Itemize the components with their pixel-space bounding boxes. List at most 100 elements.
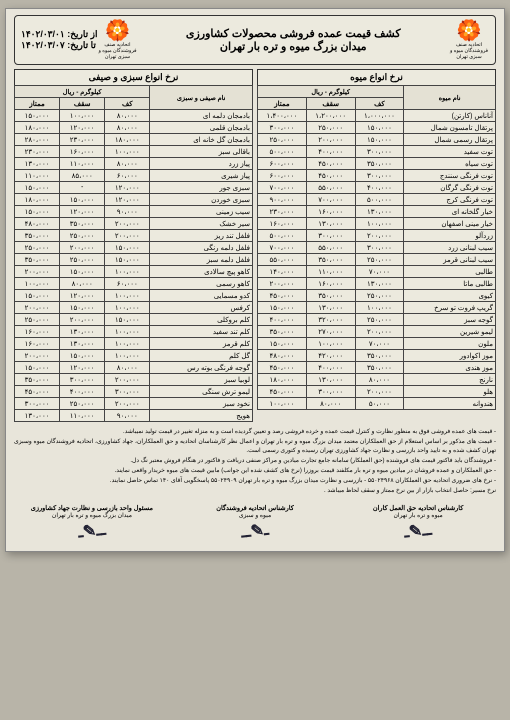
cell-saghf: ۳۰۰،۰۰۰ — [60, 374, 105, 386]
cell-momtaz: ۳۵۰،۰۰۰ — [15, 254, 60, 266]
cell-momtaz: ۹۰۰،۰۰۰ — [258, 194, 307, 206]
cell-kaf: ۱۰۰،۰۰۰ — [355, 218, 404, 230]
cell-name: هندوانه — [404, 398, 496, 410]
table-row: سیر خشک۲۰۰،۰۰۰۳۵۰،۰۰۰۴۸۰،۰۰۰ — [15, 218, 253, 230]
table-row: طالبی۷۰،۰۰۰۱۱۰،۰۰۰۱۴۰،۰۰۰ — [258, 266, 496, 278]
cell-saghf: ۱۵۰،۰۰۰ — [60, 194, 105, 206]
cell-kaf: ۳۰۰،۰۰۰ — [355, 146, 404, 158]
cell-momtaz: ۴۵۰،۰۰۰ — [258, 386, 307, 398]
cell-momtaz: ۲۸۰،۰۰۰ — [15, 134, 60, 146]
logo-left: 🏵️ اتحادیه صنف فروشندگان میوه و سبزی تهر… — [97, 20, 137, 60]
tables-row: نرخ انواع میوه نام میوه کیلوگرم - ریال ک… — [14, 69, 496, 422]
cell-name: پیاز زرد — [150, 158, 253, 170]
footnotes: - قیمت های عمده فروشی فوق به منظور نظارت… — [14, 428, 496, 496]
cell-momtaz: ۲۳۰،۰۰۰ — [15, 146, 60, 158]
cell-kaf: ۸۰،۰۰۰ — [105, 362, 150, 374]
cell-name: بادمجان قلمی — [150, 122, 253, 134]
title-line2: میدان بزرگ میوه و تره بار تهران — [137, 40, 449, 53]
table-row: خیار مینی اصفهان۱۰۰،۰۰۰۱۳۰،۰۰۰۱۶۰،۰۰۰ — [258, 218, 496, 230]
cell-kaf: ۲۰۰،۰۰۰ — [105, 218, 150, 230]
cell-momtaz: ۱۵۰،۰۰۰ — [15, 290, 60, 302]
cell-kaf: ۸۰،۰۰۰ — [105, 122, 150, 134]
cell-kaf: ۱۵۰،۰۰۰ — [105, 254, 150, 266]
cell-kaf: ۱۰۰،۰۰۰ — [105, 326, 150, 338]
cell-saghf: ۴۰۰،۰۰۰ — [306, 146, 355, 158]
cell-saghf: ۱۳۰،۰۰۰ — [306, 218, 355, 230]
cell-kaf: ۱۰۰،۰۰۰ — [105, 302, 150, 314]
note-line: - فروشندگان باید فاکتور قیمت های فروشنده… — [14, 457, 496, 466]
table-row: طالبی ماتا۱۳۰،۰۰۰۱۶۰،۰۰۰۲۰۰،۰۰۰ — [258, 278, 496, 290]
cell-momtaz: ۱۱۰،۰۰۰ — [15, 170, 60, 182]
cell-momtaz: ۳۵۰،۰۰۰ — [15, 230, 60, 242]
table-row: پرتقال تامسون شمال۱۵۰،۰۰۰۲۵۰،۰۰۰۳۰۰،۰۰۰ — [258, 122, 496, 134]
table-row: خیار گلخانه ای۱۳۰،۰۰۰۱۶۰،۰۰۰۲۳۰،۰۰۰ — [258, 206, 496, 218]
cell-saghf: ۴۵۰،۰۰۰ — [306, 170, 355, 182]
table-row: ملون۷۰،۰۰۰۱۰۰،۰۰۰۱۵۰،۰۰۰ — [258, 338, 496, 350]
cell-saghf: ۵۵۰،۰۰۰ — [306, 242, 355, 254]
table-row: هلو۲۰۰،۰۰۰۳۰۰،۰۰۰۴۵۰،۰۰۰ — [258, 386, 496, 398]
cell-saghf: ۲۵۰،۰۰۰ — [60, 254, 105, 266]
cell-name: لیمو شیرین — [404, 326, 496, 338]
cell-name: خیار گلخانه ای — [404, 206, 496, 218]
table-row: بادمجان گل خانه ای۱۸۰،۰۰۰۲۳۰،۰۰۰۲۸۰،۰۰۰ — [15, 134, 253, 146]
cell-saghf: ۱۵۰،۰۰۰ — [60, 350, 105, 362]
cell-saghf: ۳۰۰،۰۰۰ — [306, 230, 355, 242]
cell-momtaz: ۱۳۰،۰۰۰ — [15, 410, 60, 422]
col-name: نام میوه — [404, 86, 496, 110]
cell-momtaz: ۱۶۰،۰۰۰ — [15, 338, 60, 350]
cell-name: سبزی جور — [150, 182, 253, 194]
cell-name: گوجه سبز — [404, 314, 496, 326]
table-row: سیب لبنانی قرمز۲۵۰،۰۰۰۳۵۰،۰۰۰۵۵۰،۰۰۰ — [258, 254, 496, 266]
price-sheet: 🏵️ اتحادیه صنف فروشندگان میوه و سبزی تهر… — [5, 8, 505, 552]
cell-saghf: ۱۰۰،۰۰۰ — [60, 110, 105, 122]
cell-saghf: ۲۰۰،۰۰۰ — [60, 242, 105, 254]
cell-saghf: ۱۳۰،۰۰۰ — [60, 338, 105, 350]
cell-saghf: ۳۰۰،۰۰۰ — [306, 386, 355, 398]
table-row: کلم قرمز۱۰۰،۰۰۰۱۳۰،۰۰۰۱۶۰،۰۰۰ — [15, 338, 253, 350]
table-row: سبزی جور۱۲۰،۰۰۰-۱۵۰،۰۰۰ — [15, 182, 253, 194]
cell-name: موز هندی — [404, 362, 496, 374]
cell-momtaz: ۶۰۰،۰۰۰ — [258, 170, 307, 182]
cell-momtaz: ۳۰۰،۰۰۰ — [15, 398, 60, 410]
table-row: کاهو رسمی۶۰،۰۰۰۸۰،۰۰۰۱۰۰،۰۰۰ — [15, 278, 253, 290]
cell-name: پیاز شیری — [150, 170, 253, 182]
col-unit: کیلوگرم - ریال — [15, 86, 150, 98]
cell-name: طالبی ماتا — [404, 278, 496, 290]
cell-kaf: ۸۰،۰۰۰ — [105, 110, 150, 122]
cell-saghf: ۲۵۰،۰۰۰ — [60, 230, 105, 242]
cell-name: توت فرنگی کرج — [404, 194, 496, 206]
cell-momtaz: ۳۰۰،۰۰۰ — [258, 122, 307, 134]
table-row: لیمو ترش سنگی۳۰۰،۰۰۰۴۰۰،۰۰۰۴۵۰،۰۰۰ — [15, 386, 253, 398]
cell-saghf: ۲۷۰،۰۰۰ — [306, 326, 355, 338]
cell-saghf: ۸۵،۰۰۰ — [60, 170, 105, 182]
note-line: - حق العملکاران و عمده فروشان در میادین … — [14, 467, 496, 476]
cell-kaf: ۹۰،۰۰۰ — [105, 410, 150, 422]
cell-kaf: ۱۵۰،۰۰۰ — [355, 134, 404, 146]
cell-saghf: ۱۱۰،۰۰۰ — [60, 158, 105, 170]
table-row: نخود سبز۲۰۰،۰۰۰۲۵۰،۰۰۰۳۰۰،۰۰۰ — [15, 398, 253, 410]
cell-kaf: ۱،۰۰۰،۰۰۰ — [355, 110, 404, 122]
sig-3: مسئول واحد بازرسی و نظارت جهاد کشاورزی م… — [22, 504, 162, 541]
cell-name: ملون — [404, 338, 496, 350]
cell-name: توت فرنگی سنندج — [404, 170, 496, 182]
table-row: توت سیاه۳۵۰،۰۰۰۴۵۰،۰۰۰۶۰۰،۰۰۰ — [258, 158, 496, 170]
cell-name: توت سفید — [404, 146, 496, 158]
cell-kaf: ۹۰،۰۰۰ — [105, 206, 150, 218]
cell-kaf: ۶۰،۰۰۰ — [105, 170, 150, 182]
sig-1: کارشناس اتحادیه حق العمل کاران میوه و تر… — [348, 504, 488, 541]
cell-name: سیر خشک — [150, 218, 253, 230]
cell-name: نخود سبز — [150, 398, 253, 410]
cell-name: بادمجان گل خانه ای — [150, 134, 253, 146]
cell-kaf: ۳۵۰،۰۰۰ — [355, 362, 404, 374]
cell-name: گوجه فرنگی بوته رس — [150, 362, 253, 374]
sig-2: کارشناس اتحادیه فروشندگان میوه و سبزی ـ✎… — [185, 504, 325, 541]
col-unit: کیلوگرم - ریال — [258, 86, 404, 98]
cell-kaf: ۲۰۰،۰۰۰ — [105, 230, 150, 242]
table-row: کلم بروکلی۱۵۰،۰۰۰۲۰۰،۰۰۰۲۵۰،۰۰۰ — [15, 314, 253, 326]
cell-saghf: ۱۲۰،۰۰۰ — [60, 122, 105, 134]
cell-momtaz: ۱۸۰،۰۰۰ — [15, 122, 60, 134]
cell-momtaz: ۵۰۰،۰۰۰ — [258, 230, 307, 242]
table-row: بادمجان قلمی۸۰،۰۰۰۱۲۰،۰۰۰۱۸۰،۰۰۰ — [15, 122, 253, 134]
cell-name: هویج — [150, 410, 253, 422]
fruit-table: نام میوه کیلوگرم - ریال کف سقف ممتاز آنا… — [257, 85, 496, 410]
